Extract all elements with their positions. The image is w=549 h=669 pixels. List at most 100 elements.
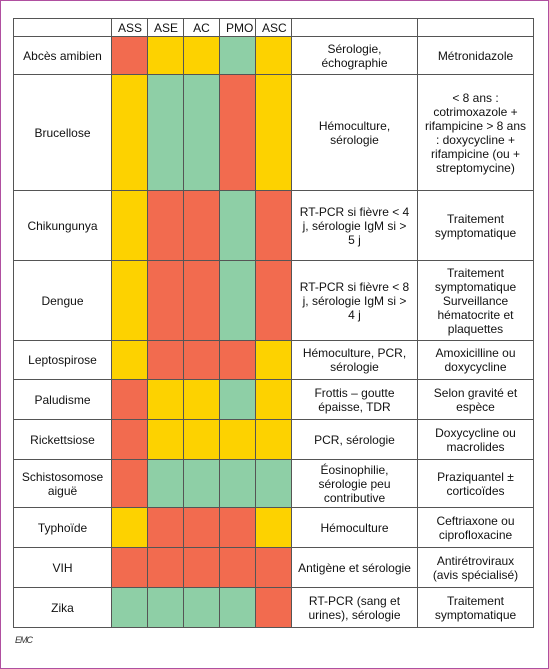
disease-name: Dengue: [13, 260, 112, 341]
row: Chikungunya RT-PCR si fièvre < 4 j, sérol…: [13, 190, 534, 261]
status-cell: [111, 379, 148, 420]
treatment: Traitement symptomatique: [417, 587, 534, 628]
header-cell: [417, 18, 534, 37]
status-cell: [219, 340, 256, 380]
row: Leptospirose Hémoculture, PCR, sérologie A…: [13, 340, 534, 380]
disease-name: VIH: [13, 547, 112, 588]
status-cell: [147, 587, 184, 628]
status-cell: [219, 507, 256, 548]
status-cell: [111, 340, 148, 380]
status-cell: [183, 419, 220, 460]
status-cell: [183, 379, 220, 420]
status-cell: [147, 459, 184, 508]
status-cell: [255, 419, 292, 460]
disease-name: Rickettsiose: [13, 419, 112, 460]
status-cell: [111, 190, 148, 261]
row: Abcès amibien Sérologie, échographie Métro…: [13, 36, 534, 75]
treatment: Praziquantel ± corticoïdes: [417, 459, 534, 508]
status-cell: [255, 379, 292, 420]
status-cell: [147, 340, 184, 380]
row: Brucellose Hémoculture, sérologie < 8 ans …: [13, 74, 534, 191]
diagnostic-test: Hémoculture: [291, 507, 418, 548]
row: Zika RT-PCR (sang et urines), sérologie Tr…: [13, 587, 534, 628]
status-cell: [111, 507, 148, 548]
diagnostic-test: PCR, sérologie: [291, 419, 418, 460]
status-cell: [183, 547, 220, 588]
status-cell: [255, 260, 292, 341]
status-cell: [147, 419, 184, 460]
status-cell: [255, 340, 292, 380]
treatment: Antirétroviraux (avis spécialisé): [417, 547, 534, 588]
status-cell: [147, 74, 184, 191]
status-cell: [219, 459, 256, 508]
disease-name: Chikungunya: [13, 190, 112, 261]
row: Rickettsiose PCR, sérologie Doxycycline ou…: [13, 419, 534, 460]
status-cell: [147, 36, 184, 75]
status-cell: [255, 547, 292, 588]
row: Dengue RT-PCR si fièvre < 8 j, sérologie …: [13, 260, 534, 341]
disease-name: Typhoïde: [13, 507, 112, 548]
treatment: Traitement symptomatique: [417, 190, 534, 261]
status-cell: [111, 587, 148, 628]
status-cell: [219, 419, 256, 460]
status-cell: [183, 459, 220, 508]
header-cell: AC: [183, 18, 220, 37]
header-row: ASS ASE AC PMO ASC: [13, 18, 534, 37]
diagnostic-test: RT-PCR si fièvre < 8 j, sérologie IgM si…: [291, 260, 418, 341]
status-cell: [183, 340, 220, 380]
status-cell: [147, 260, 184, 341]
diagnostic-test: Éosinophilie, sérologie peu contributive: [291, 459, 418, 508]
status-cell: [219, 587, 256, 628]
treatment: Ceftriaxone ou ciprofloxacine: [417, 507, 534, 548]
status-cell: [183, 36, 220, 75]
treatment: Doxycycline ou macrolides: [417, 419, 534, 460]
status-cell: [183, 74, 220, 191]
disease-name: Zika: [13, 587, 112, 628]
diagnostic-test: RT-PCR (sang et urines), sérologie: [291, 587, 418, 628]
treatment: Métronidazole: [417, 36, 534, 75]
status-cell: [111, 74, 148, 191]
diagnostic-test: Frottis – goutte épaisse, TDR: [291, 379, 418, 420]
diagnostic-test: Hémoculture, sérologie: [291, 74, 418, 191]
status-cell: [219, 36, 256, 75]
treatment: Traitement symptomatique Surveillance hé…: [417, 260, 534, 341]
status-cell: [219, 74, 256, 191]
status-cell: [255, 74, 292, 191]
diagnostic-test: Antigène et sérologie: [291, 547, 418, 588]
status-cell: [147, 190, 184, 261]
status-cell: [255, 587, 292, 628]
status-cell: [147, 507, 184, 548]
row: VIH Antigène et sérologie Antirétroviraux …: [13, 547, 534, 588]
treatment: Selon gravité et espèce: [417, 379, 534, 420]
header-cell: ASE: [147, 18, 184, 37]
header-cell: PMO: [219, 18, 256, 37]
status-cell: [111, 419, 148, 460]
disease-name: Brucellose: [13, 74, 112, 191]
disease-name: Leptospirose: [13, 340, 112, 380]
row: Typhoïde Hémoculture Ceftriaxone ou ciprof…: [13, 507, 534, 548]
status-cell: [183, 260, 220, 341]
header-cell: ASC: [255, 18, 292, 37]
status-cell: [219, 379, 256, 420]
status-cell: [111, 459, 148, 508]
diagnostic-test: RT-PCR si fièvre < 4 j, sérologie IgM si…: [291, 190, 418, 261]
diagnostic-test: Hémoculture, PCR, sérologie: [291, 340, 418, 380]
logo: EMC: [15, 635, 33, 645]
treatment: Amoxicilline ou doxycycline: [417, 340, 534, 380]
status-cell: [219, 260, 256, 341]
header-cell: ASS: [111, 18, 148, 37]
disease-name: Paludisme: [13, 379, 112, 420]
treatment: < 8 ans : cotrimoxazole + rifampicine > …: [417, 74, 534, 191]
status-cell: [183, 587, 220, 628]
row: Paludisme Frottis – goutte épaisse, TDR Se…: [13, 379, 534, 420]
table: ASS ASE AC PMO ASC Abcès amibien Sérologie, é…: [13, 18, 534, 628]
status-cell: [111, 260, 148, 341]
status-cell: [255, 190, 292, 261]
status-cell: [183, 190, 220, 261]
disease-name: Schistosomose aiguë: [13, 459, 112, 508]
diagnostic-test: Sérologie, échographie: [291, 36, 418, 75]
status-cell: [255, 507, 292, 548]
status-cell: [255, 36, 292, 75]
disease-name: Abcès amibien: [13, 36, 112, 75]
